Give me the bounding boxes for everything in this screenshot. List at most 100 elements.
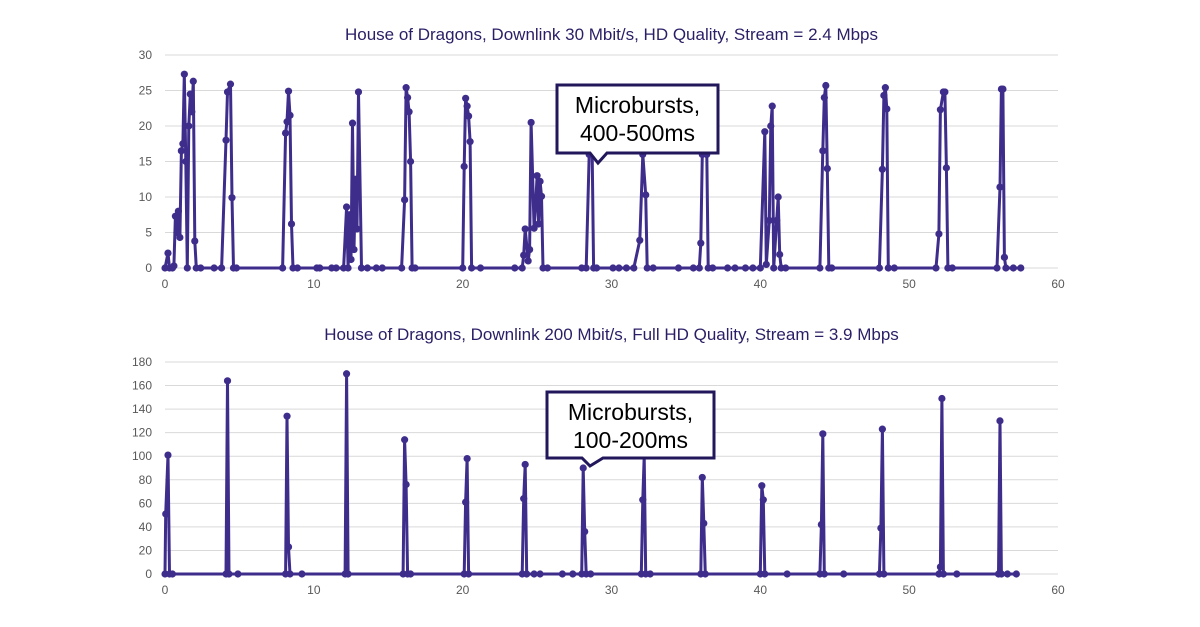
callout-box — [555, 83, 720, 166]
data-point — [936, 563, 945, 571]
data-point — [283, 118, 291, 126]
y-tick-label: 20 — [139, 543, 153, 557]
data-point — [176, 233, 184, 242]
data-point — [543, 264, 552, 272]
data-point — [881, 84, 889, 92]
data-point — [999, 85, 1007, 93]
data-point — [298, 570, 306, 578]
data-point — [534, 220, 543, 228]
data-point — [278, 264, 287, 272]
y-tick-label: 60 — [139, 496, 153, 510]
callout-text: Microbursts, — [568, 399, 693, 425]
data-point — [183, 264, 191, 272]
data-point — [996, 183, 1004, 191]
data-point — [935, 230, 943, 238]
data-point — [463, 454, 471, 463]
data-point — [284, 87, 293, 95]
data-point — [700, 519, 708, 527]
data-point — [210, 264, 218, 272]
data-point — [768, 102, 776, 110]
data-point — [348, 119, 357, 127]
data-point — [759, 496, 767, 504]
data-point — [890, 264, 898, 272]
x-tick-label: 20 — [456, 277, 470, 291]
data-point — [761, 570, 769, 578]
y-tick-label: 10 — [139, 190, 153, 204]
data-point — [996, 417, 1004, 425]
data-point — [511, 264, 519, 272]
data-point — [582, 264, 590, 272]
data-point — [630, 264, 638, 272]
data-point — [465, 112, 473, 120]
data-point — [932, 264, 940, 272]
y-tick-label: 100 — [132, 449, 152, 463]
data-point — [411, 264, 419, 272]
data-point — [524, 257, 532, 265]
data-point — [593, 264, 601, 272]
data-point — [350, 245, 358, 254]
data-point — [765, 216, 773, 225]
chart-1: House of Dragons, Downlink 30 Mbit/s, HD… — [139, 25, 1065, 291]
data-point — [622, 264, 630, 272]
x-tick-label: 30 — [605, 277, 619, 291]
data-point — [762, 260, 770, 269]
data-point — [354, 88, 363, 96]
data-point — [939, 570, 947, 578]
data-point — [531, 201, 540, 210]
y-tick-label: 0 — [145, 567, 152, 581]
data-point — [936, 106, 945, 114]
x-tick-label: 40 — [754, 583, 768, 597]
data-point — [942, 164, 950, 172]
chart-title: House of Dragons, Downlink 30 Mbit/s, HD… — [345, 25, 878, 44]
data-point — [709, 264, 717, 272]
data-point — [537, 192, 546, 200]
data-point — [162, 510, 170, 518]
data-point — [1000, 253, 1009, 261]
data-point — [774, 193, 782, 201]
data-point — [179, 140, 187, 148]
data-point — [723, 264, 732, 272]
data-point — [223, 88, 232, 96]
data-point — [177, 147, 185, 155]
data-point — [234, 570, 242, 578]
data-point — [530, 224, 538, 232]
data-point — [938, 394, 946, 403]
data-point — [225, 570, 233, 578]
y-tick-label: 120 — [132, 426, 152, 440]
data-point — [1012, 570, 1020, 578]
data-point — [701, 570, 709, 578]
data-point — [749, 264, 757, 272]
data-point — [287, 220, 296, 228]
data-point — [401, 436, 409, 444]
data-point — [463, 102, 471, 110]
data-point — [462, 94, 470, 102]
chart-2: House of Dragons, Downlink 200 Mbit/s, F… — [132, 325, 1065, 597]
data-point — [460, 162, 468, 171]
data-point — [756, 264, 764, 272]
data-point — [569, 570, 577, 578]
data-point — [402, 480, 410, 489]
data-point — [646, 570, 654, 578]
data-point — [877, 524, 885, 532]
data-point — [767, 122, 775, 130]
data-point — [1017, 264, 1025, 272]
data-point — [401, 196, 409, 204]
y-tick-label: 25 — [139, 84, 153, 98]
chart-title: House of Dragons, Downlink 200 Mbit/s, F… — [324, 325, 899, 344]
y-tick-label: 0 — [145, 261, 152, 275]
data-point — [819, 430, 827, 438]
data-point — [783, 570, 791, 578]
data-point — [293, 264, 302, 272]
data-point — [342, 370, 351, 378]
data-point — [878, 165, 886, 173]
x-tick-label: 10 — [307, 277, 321, 291]
data-point — [782, 264, 790, 272]
data-point — [476, 264, 485, 272]
microbursts-callout: Microbursts,400-500ms — [555, 83, 720, 166]
data-point — [316, 264, 324, 272]
data-point — [615, 264, 623, 272]
data-point — [185, 122, 193, 130]
data-point — [817, 520, 825, 529]
data-point — [345, 211, 354, 219]
